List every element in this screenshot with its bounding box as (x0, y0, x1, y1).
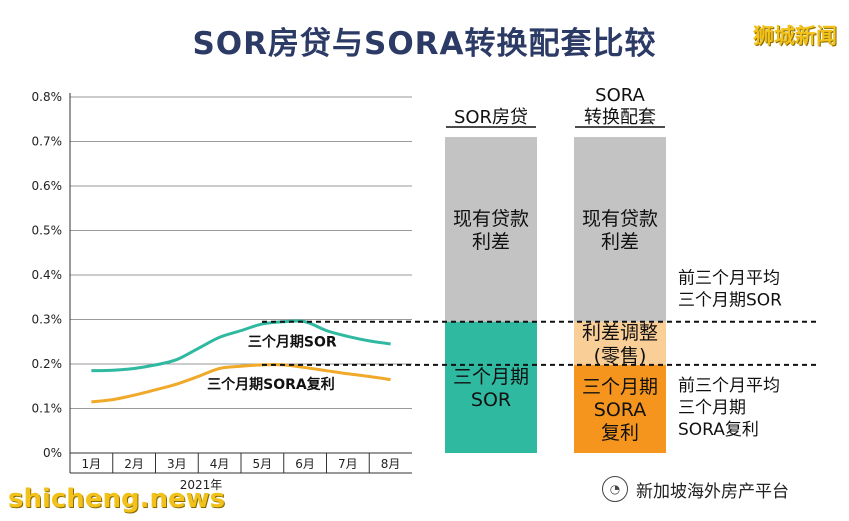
column-header: 转换配套 (584, 107, 656, 128)
x-tick-label: 7月 (338, 457, 358, 471)
bar-segment (574, 321, 666, 365)
bar-label: 现有贷款 (582, 208, 658, 230)
account-name: 新加坡海外房产平台 (636, 481, 789, 502)
series-label-2: 三个月期SORA复利 (207, 376, 335, 393)
bar-label: 三个月期 (453, 366, 529, 388)
y-tick-label: 0.8% (32, 90, 63, 104)
bar-label: SOR (471, 389, 511, 411)
reference-label: 前三个月平均 (678, 376, 780, 396)
watermark: shicheng.news (8, 484, 226, 514)
x-tick-label: 3月 (167, 457, 187, 471)
reference-label: 前三个月平均 (678, 269, 780, 289)
y-axis-ticks: 0% 0.1% 0.2% 0.3% 0.4% 0.5% 0.6% 0.7% 0.8% (32, 90, 63, 460)
x-tick-label: 8月 (381, 457, 401, 471)
bar-segment (574, 364, 666, 453)
x-axis-label: 2021年 (180, 478, 223, 492)
bar-segment (445, 137, 537, 322)
column-header: SORA (595, 85, 645, 106)
y-tick-label: 0.4% (32, 268, 63, 282)
y-tick-label: 0.6% (32, 179, 63, 193)
series-lines: 三个月期SOR 三个月期SORA复利 (91, 319, 391, 404)
account-badge: ◔ 新加坡海外房产平台 (596, 474, 795, 504)
bar-label: (零售) (594, 345, 647, 367)
series-label-1: 三个月期SOR (248, 334, 337, 351)
bar-segment (445, 321, 537, 453)
x-tick-label: 2月 (124, 457, 144, 471)
y-tick-label: 0% (43, 446, 62, 460)
bar-label: SORA (594, 399, 646, 421)
x-tick-label: 6月 (295, 457, 315, 471)
series-line-1 (91, 319, 391, 373)
x-tick-label: 1月 (82, 457, 102, 471)
bar-label: 复利 (601, 422, 639, 444)
bar-label: 现有贷款 (453, 208, 529, 230)
brand-logo: 狮城新闻 (753, 24, 837, 48)
bar-label: 利差 (601, 231, 639, 253)
bar-segment (574, 137, 666, 322)
y-tick-label: 0.2% (32, 357, 63, 371)
x-tick-label: 5月 (253, 457, 273, 471)
wechat-icon: ◔ (602, 476, 628, 502)
bar-label: 利差调整 (582, 322, 658, 344)
bar-label: 三个月期 (582, 376, 658, 398)
x-axis-ticks: 1月 2月 3月 4月 5月 6月 7月 8月 (82, 453, 401, 473)
grid-lines (69, 93, 412, 474)
column-header: SOR房贷 (454, 107, 528, 128)
y-tick-label: 0.3% (32, 313, 63, 327)
y-tick-label: 0.7% (32, 135, 63, 149)
y-tick-label: 0.1% (32, 402, 63, 416)
bar-label: 利差 (472, 231, 510, 253)
comparison-bars: SOR房贷现有贷款利差三个月期SORSORA转换配套现有贷款利差利差调整(零售)… (445, 85, 666, 453)
reference-label: 三个月期 (678, 398, 746, 418)
chart-title: SOR房贷与SORA转换配套比较 (192, 26, 657, 62)
series-line-2 (91, 363, 391, 404)
y-tick-label: 0.5% (32, 224, 63, 238)
reference-label: SORA复利 (678, 420, 759, 440)
reference-label: 三个月期SOR (678, 291, 782, 311)
x-tick-label: 4月 (210, 457, 230, 471)
